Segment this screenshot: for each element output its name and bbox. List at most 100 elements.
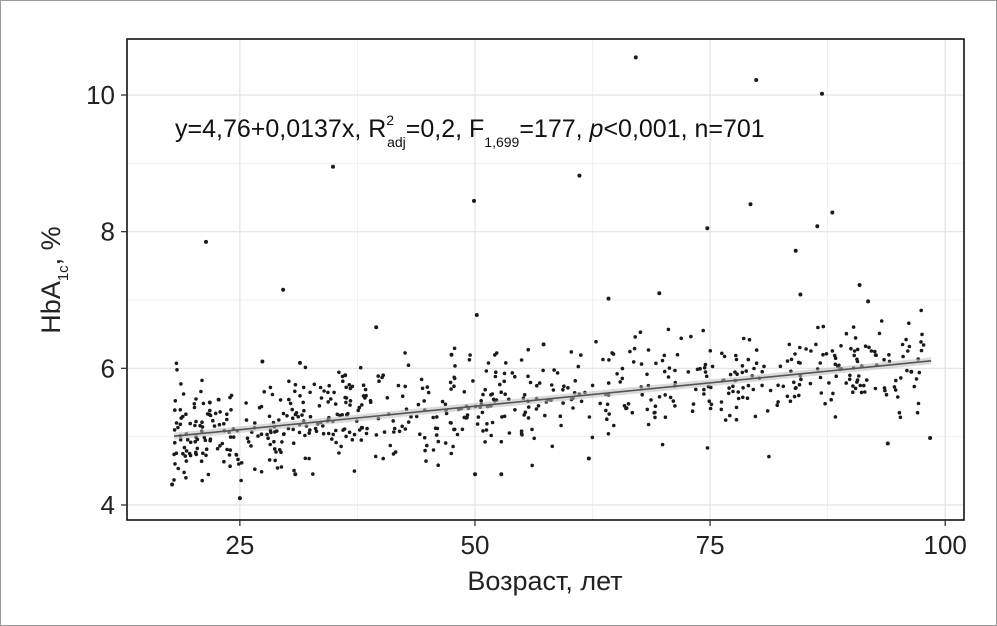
- data-point: [424, 459, 428, 463]
- y-tick-label: 10: [86, 80, 115, 110]
- data-point: [892, 385, 897, 389]
- data-point: [373, 454, 378, 459]
- data-point: [486, 361, 491, 365]
- data-point: [188, 440, 193, 445]
- data-point: [244, 418, 249, 422]
- data-point: [392, 426, 397, 431]
- data-point: [347, 430, 352, 435]
- data-point: [178, 408, 183, 412]
- data-point: [513, 408, 517, 412]
- data-point: [308, 390, 312, 395]
- data-point: [489, 433, 494, 438]
- data-point: [751, 387, 756, 392]
- data-point: [317, 404, 322, 408]
- data-point: [612, 423, 616, 428]
- data-point: [778, 364, 783, 369]
- data-point: [809, 349, 813, 353]
- data-point: [293, 389, 297, 394]
- data-point: [193, 423, 197, 428]
- data-point: [912, 384, 917, 389]
- data-point: [701, 328, 705, 333]
- data-point: [844, 331, 849, 336]
- data-point: [313, 426, 318, 431]
- data-point: [519, 429, 524, 434]
- data-point: [594, 339, 598, 344]
- data-point: [307, 431, 312, 435]
- data-point: [816, 325, 820, 330]
- data-point: [631, 360, 636, 364]
- data-point: [535, 383, 539, 388]
- data-point: [606, 296, 611, 301]
- data-point: [172, 428, 177, 432]
- data-point: [660, 442, 665, 447]
- data-point: [385, 396, 390, 400]
- data-point: [499, 390, 504, 395]
- data-point: [435, 426, 440, 431]
- data-point: [541, 342, 546, 347]
- data-point: [217, 422, 222, 427]
- data-point: [348, 403, 352, 407]
- data-point: [474, 313, 479, 317]
- data-point: [915, 410, 920, 415]
- data-point: [863, 344, 868, 349]
- data-point: [830, 349, 835, 353]
- data-point: [418, 432, 422, 437]
- data-point: [303, 365, 308, 370]
- data-point: [731, 389, 735, 394]
- data-point: [740, 370, 745, 375]
- data-point: [270, 392, 275, 397]
- data-point: [374, 433, 379, 437]
- data-point: [884, 392, 889, 397]
- y-tick-label: 4: [101, 490, 115, 520]
- data-point: [898, 415, 903, 420]
- data-point: [462, 415, 467, 420]
- y-axis-title-tail: , %: [36, 226, 66, 265]
- data-point: [776, 400, 780, 404]
- data-point: [291, 427, 296, 432]
- data-point: [326, 390, 330, 395]
- data-point: [555, 371, 560, 375]
- data-point: [528, 380, 533, 385]
- data-point: [331, 164, 335, 169]
- data-point: [867, 345, 871, 350]
- data-point: [830, 210, 835, 215]
- data-point: [500, 415, 504, 419]
- data-point: [380, 375, 384, 380]
- data-point: [239, 478, 243, 483]
- data-point: [436, 463, 441, 468]
- data-point: [502, 379, 507, 384]
- data-point: [339, 444, 343, 449]
- data-point: [605, 402, 610, 407]
- data-point: [239, 461, 244, 465]
- data-point: [587, 415, 592, 419]
- data-point: [396, 383, 401, 388]
- data-point: [748, 202, 753, 207]
- data-point: [804, 347, 808, 351]
- data-point: [451, 444, 455, 449]
- data-point: [273, 458, 278, 463]
- data-point: [341, 428, 345, 432]
- data-point: [657, 291, 662, 296]
- data-point: [227, 453, 232, 457]
- data-point: [403, 351, 407, 355]
- data-point: [526, 405, 531, 409]
- data-point: [321, 424, 325, 428]
- data-point: [632, 346, 637, 351]
- data-point: [426, 390, 431, 395]
- data-point: [259, 404, 264, 409]
- data-point: [821, 324, 826, 329]
- data-point: [720, 351, 724, 356]
- data-point: [907, 344, 912, 349]
- data-point: [195, 437, 200, 442]
- data-point: [453, 364, 457, 368]
- data-point: [278, 398, 283, 402]
- x-tick-label: 100: [923, 530, 966, 560]
- y-axis-title: HbA1c, %: [36, 226, 72, 333]
- data-point: [344, 385, 349, 390]
- data-point: [873, 386, 878, 391]
- data-point: [376, 374, 381, 378]
- data-point: [406, 420, 411, 424]
- data-point: [452, 427, 456, 432]
- data-point: [420, 386, 425, 391]
- annotation-lead: y=4,76+0,0137x, R: [175, 115, 386, 143]
